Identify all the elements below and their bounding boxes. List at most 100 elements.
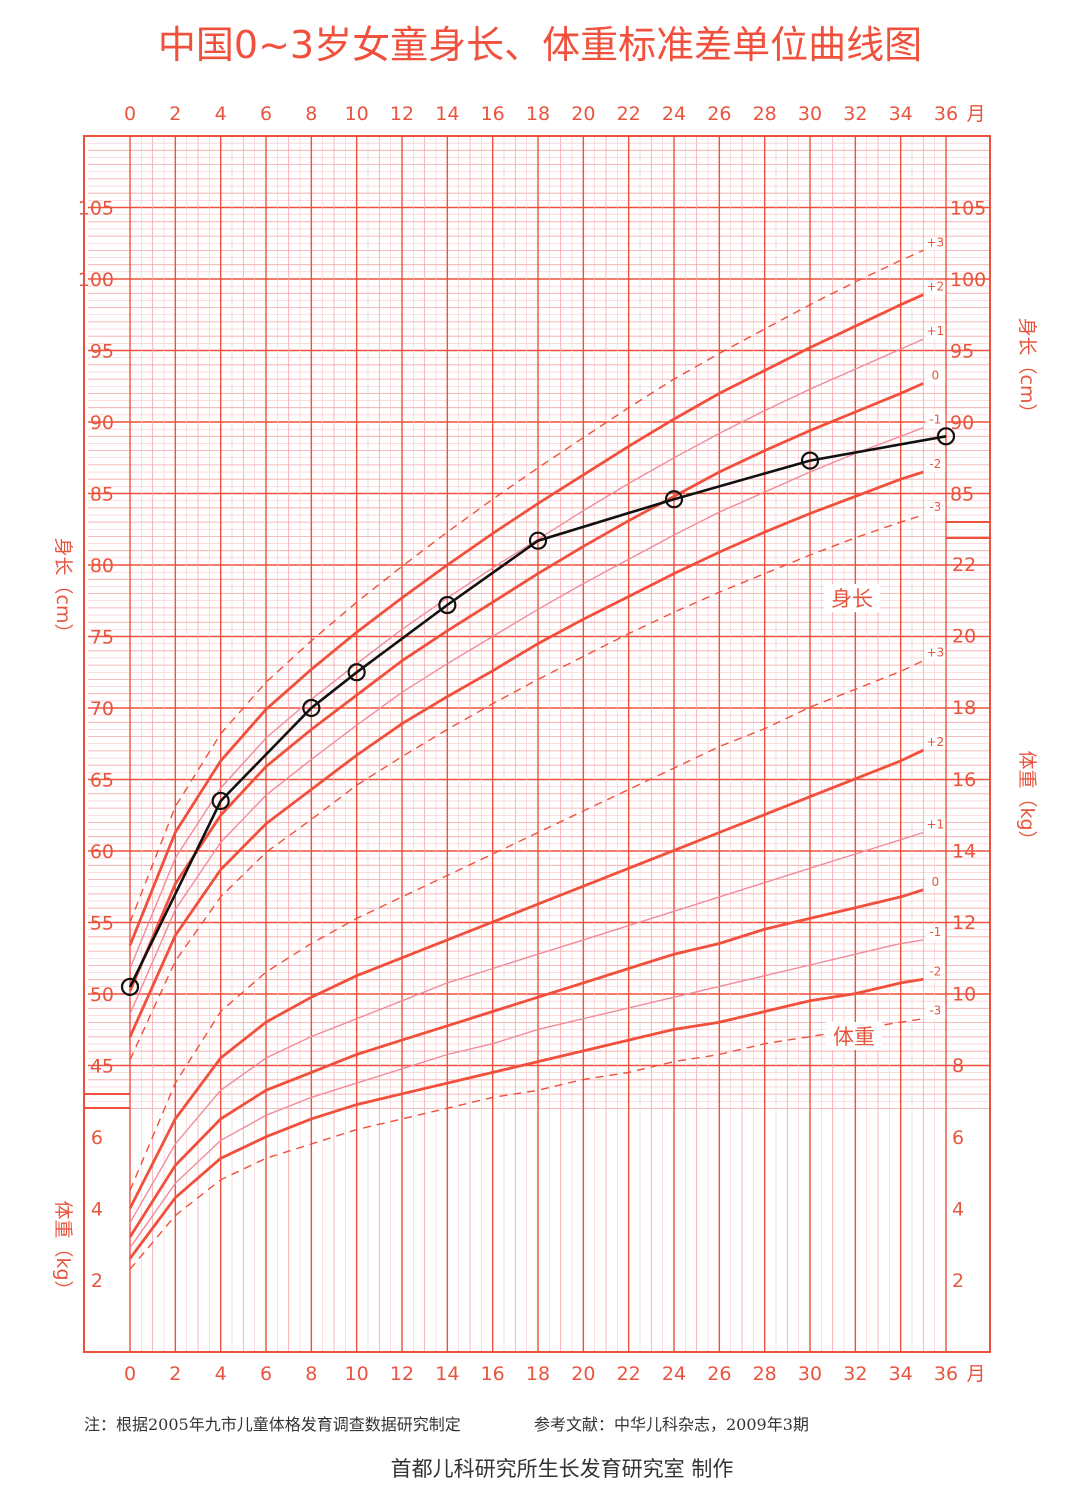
length-sd-label: -2 [929,457,941,471]
x-tick-label-bottom: 16 [481,1363,505,1385]
x-tick-label-bottom: 8 [305,1363,317,1385]
x-unit-top: 月 [966,103,985,125]
x-tick-label-bottom: 22 [617,1363,641,1385]
weight-sd-label-bg [925,646,946,661]
length-tick-right: 95 [950,341,974,363]
x-tick-label-top: 8 [305,103,317,125]
length-sd-label: +2 [926,280,944,294]
x-tick-label-bottom: 30 [798,1363,822,1385]
length-curve [129,514,924,1061]
x-tick-label-top: 6 [260,103,272,125]
length-sd-label-bg [925,413,946,428]
weight-tick-right: 6 [952,1127,964,1149]
x-tick-label-bottom: 28 [753,1363,777,1385]
weight-tick-right: 16 [952,769,976,791]
length-tick-left: 100 [78,269,114,291]
weight-sd-label: +2 [926,735,944,749]
length-sd-label: -3 [929,500,941,514]
weight-sd-label: -2 [929,964,941,978]
chart-title: 中国0~3岁女童身长、体重标准差单位曲线图 [158,23,922,67]
weight-curve [128,888,924,1238]
weight-panel-label: 体重 [833,1025,875,1049]
weight-sd-label-bg [925,875,946,890]
grid [88,135,990,1352]
length-tick-left: 55 [90,913,114,935]
length-curve [129,427,924,1015]
length-tick-left: 65 [90,770,114,792]
x-tick-label-bottom: 18 [526,1363,550,1385]
patient-length-point [211,791,230,811]
length-curve [128,382,924,992]
weight-panel-label-bg [826,1022,882,1050]
x-tick-label-top: 20 [571,103,595,125]
weight-sd-label: +3 [926,646,944,660]
length-sd-label: 0 [932,368,940,382]
x-tick-label-top: 16 [481,103,505,125]
weight-tick-right: 4 [952,1198,964,1220]
patient-length-point [936,427,956,446]
weight-curve [128,748,924,1210]
patient-length-point [528,531,548,550]
length-tick-left: 80 [90,555,114,577]
weight-sd-label: -1 [929,925,941,939]
x-tick-label-top: 0 [124,103,136,125]
x-tick-label-bottom: 6 [260,1363,272,1385]
x-tick-label-top: 12 [390,103,414,125]
x-tick-label-top: 10 [345,103,369,125]
length-tick-left: 75 [90,627,114,649]
x-tick-label-bottom: 4 [215,1363,227,1385]
length-tick-left: 45 [90,1056,114,1078]
right-weight-axis-title: 体重（kg） [1016,750,1038,849]
patient-length-point [120,977,140,996]
length-tick-left: 90 [90,412,114,434]
length-sd-label: -1 [929,413,941,427]
patient-length-series [120,427,956,996]
weight-tick-left: 4 [91,1198,103,1220]
x-tick-label-top: 2 [169,103,181,125]
patient-length-line [128,435,947,988]
x-tick-label-top: 30 [798,103,822,125]
length-tick-left: 95 [90,341,114,363]
x-unit-bottom: 月 [966,1363,985,1385]
weight-sd-label: 0 [932,875,940,889]
reference-curves: +3 +2 +1 0 -1 -2 -3 +3 +2 +1 0 -1 -2 -3 [128,235,946,1270]
x-tick-label-top: 14 [435,103,459,125]
x-tick-label-bottom: 20 [571,1363,595,1385]
footer-note: 注：根据2005年九市儿童体格发育调查数据研究制定 [84,1415,461,1434]
x-tick-label-bottom: 34 [889,1363,913,1385]
length-tick-left: 60 [90,841,114,863]
weight-sd-label-bg [925,736,946,751]
patient-length-point [347,663,366,682]
weight-curve [129,831,924,1224]
weight-tick-right: 8 [952,1055,964,1077]
x-tick-label-bottom: 10 [345,1363,369,1385]
weight-tick-right: 14 [952,840,976,862]
length-panel-label: 身长 [831,587,873,611]
weight-curve [128,977,924,1260]
x-tick-label-bottom: 36 [934,1363,958,1385]
x-tick-label-bottom: 2 [169,1363,181,1385]
x-tick-label-top: 36 [934,103,958,125]
length-curve [128,470,924,1038]
weight-sd-label: +1 [926,818,944,832]
length-curve [129,249,924,923]
left-weight-axis-title: 体重（kg） [52,1200,74,1299]
x-tick-label-bottom: 0 [124,1363,136,1385]
weight-curve [129,939,924,1249]
x-tick-label-top: 28 [753,103,777,125]
patient-length-point [438,595,457,615]
patient-length-point [800,451,820,470]
weight-tick-left: 6 [91,1127,103,1149]
weight-sd-label: -3 [929,1004,941,1018]
x-tick-label-top: 18 [526,103,550,125]
x-tick-label-top: 22 [617,103,641,125]
weight-tick-right: 12 [952,912,976,934]
length-tick-right: 105 [950,198,986,220]
length-curve [128,293,924,946]
footer-credit: 首都儿科研究所生长发育研究室 制作 [391,1457,734,1481]
x-tick-label-bottom: 12 [390,1363,414,1385]
length-sd-label: +1 [926,324,944,338]
length-tick-right: 100 [950,269,986,291]
length-panel-label-bg [824,584,880,612]
